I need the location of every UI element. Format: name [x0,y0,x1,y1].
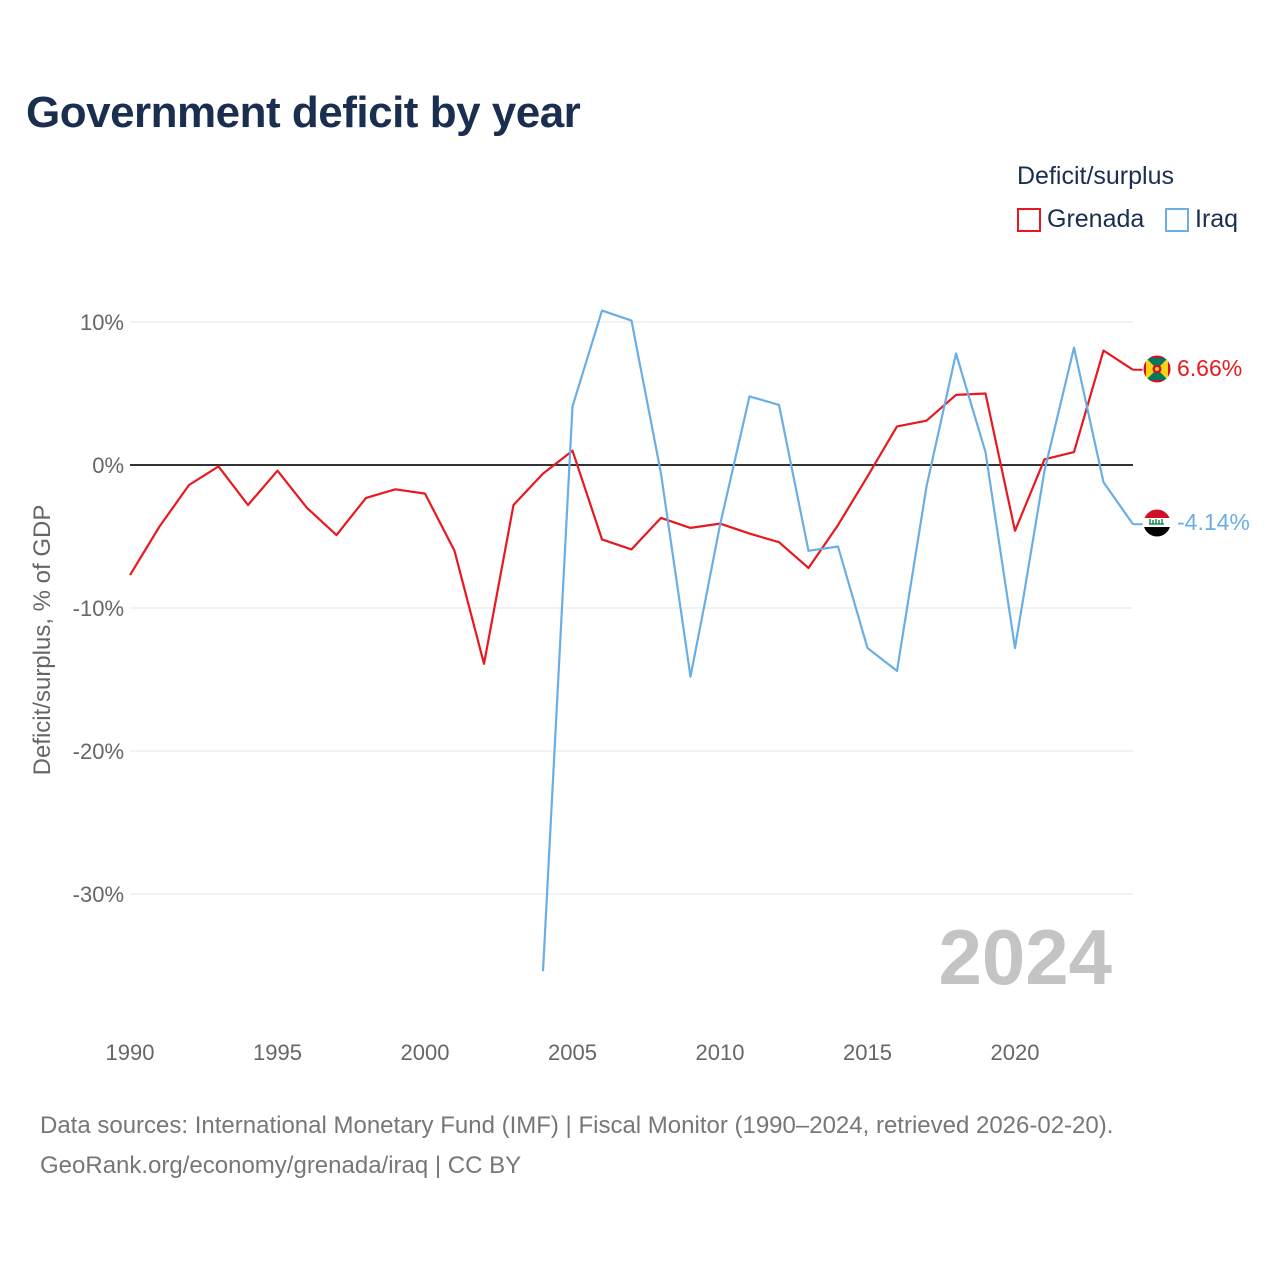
iraq-flag-icon [1142,508,1172,538]
x-tick-label: 1995 [253,1040,302,1065]
chart-title: Government deficit by year [26,88,581,137]
y-tick-label: -10% [73,596,124,621]
end-value-label-iraq: -4.14% [1177,509,1250,535]
y-tick-label: -20% [73,739,124,764]
year-watermark: 2024 [938,913,1112,1001]
x-tick-label: 2015 [843,1040,892,1065]
x-tick-label: 2010 [696,1040,745,1065]
source-attribution: Data sources: International Monetary Fun… [40,1106,1260,1186]
y-tick-label: -30% [73,882,124,907]
x-tick-label: 2000 [401,1040,450,1065]
legend-swatch-grenada [1017,207,1041,232]
legend-title: Deficit/surplus [1017,162,1174,190]
series-line-iraq[interactable] [541,309,1134,972]
y-tick-label: 0% [92,453,124,478]
x-tick-label: 2020 [991,1040,1040,1065]
source-line-link[interactable]: GeoRank.org/economy/grenada/iraq | CC BY [40,1152,522,1179]
end-value-label-grenada: 6.66% [1177,355,1242,381]
y-tick-label: 10% [80,310,124,335]
line-chart: 10% 0% -10% -20% -30% 1990 1995 2000 2005 2010 20… [29,309,1250,1065]
legend-item-grenada[interactable]: Grenada [1017,205,1144,234]
grenada-flag-icon [1142,354,1172,384]
source-line-data: Data sources: International Monetary Fun… [40,1112,1114,1139]
y-axis-label: Deficit/surplus, % of GDP [29,505,56,776]
legend-swatch-iraq [1165,207,1189,232]
legend-label-grenada: Grenada [1047,205,1145,233]
x-tick-label: 1990 [106,1040,155,1065]
series-line-grenada[interactable] [129,349,1134,665]
legend-label-iraq: Iraq [1195,205,1239,233]
legend-item-iraq[interactable]: Iraq [1165,205,1238,234]
x-tick-label: 2005 [548,1040,597,1065]
